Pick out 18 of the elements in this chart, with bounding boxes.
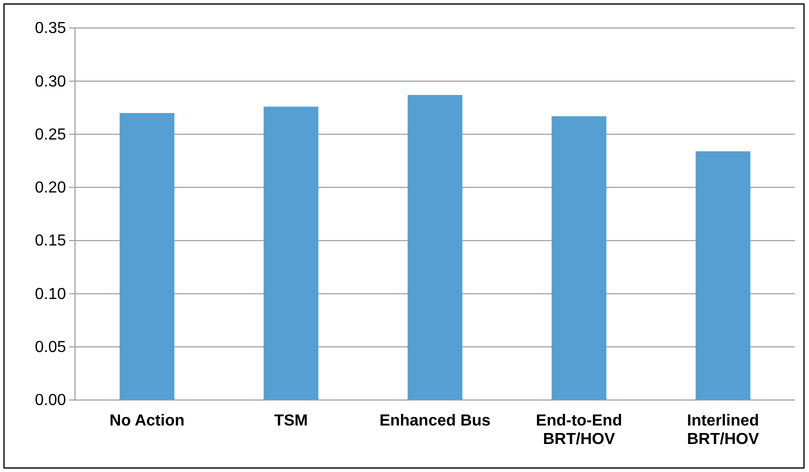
y-tick-label: 0.10 bbox=[34, 286, 66, 303]
y-tick-label: 0.35 bbox=[34, 20, 66, 38]
x-tick-label: Interlined BRT/HOV bbox=[686, 412, 760, 448]
y-tick-label: 0.00 bbox=[34, 392, 66, 410]
x-tick-label: Enhanced Bus bbox=[379, 412, 491, 430]
x-tick-label: No Action bbox=[110, 412, 184, 430]
x-tick-label: End-to-End BRT/HOV bbox=[536, 412, 622, 448]
bar bbox=[552, 116, 606, 400]
bar bbox=[696, 151, 750, 400]
y-tick-label: 0.15 bbox=[34, 232, 66, 250]
bar bbox=[264, 106, 318, 400]
y-tick-label: 0.30 bbox=[34, 73, 66, 90]
y-tick-label: 0.25 bbox=[34, 126, 66, 144]
bar bbox=[408, 94, 462, 400]
bar bbox=[120, 113, 174, 400]
y-tick-label: 0.20 bbox=[34, 180, 66, 197]
y-tick-label: 0.05 bbox=[34, 338, 66, 356]
x-tick-label: TSM bbox=[274, 412, 308, 430]
